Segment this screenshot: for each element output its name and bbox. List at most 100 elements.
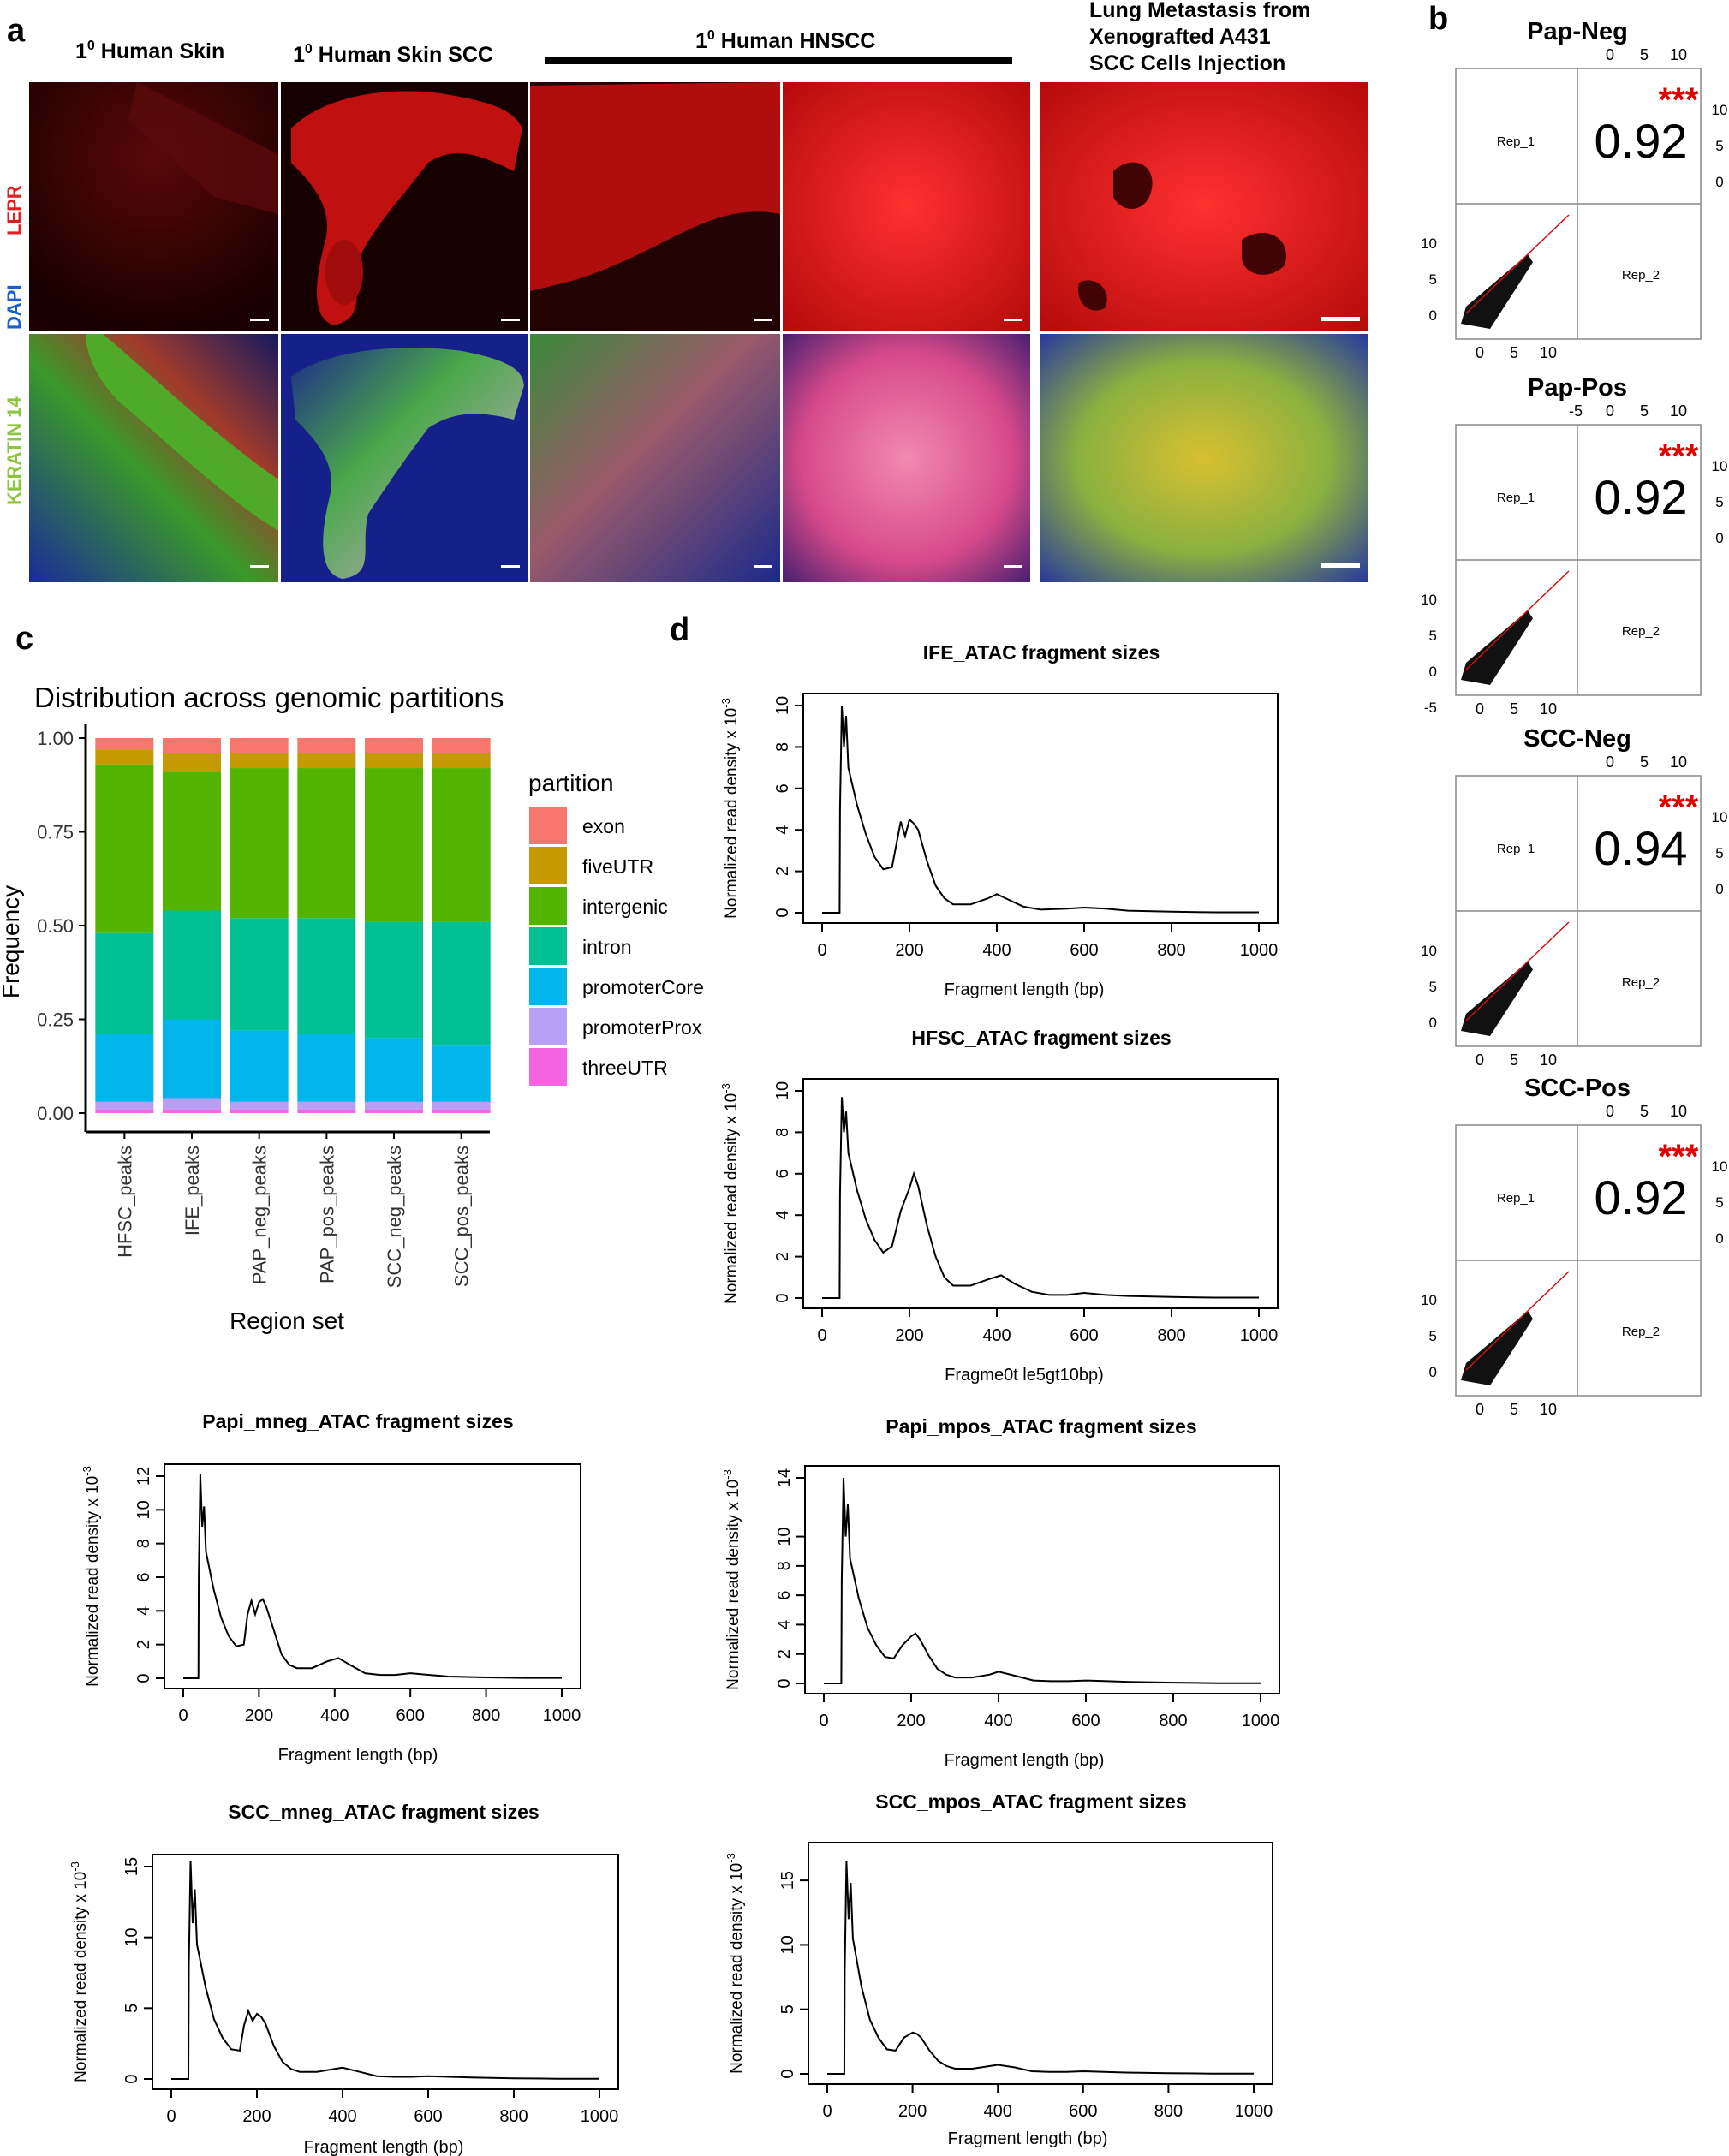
- y-tick-label: 5: [122, 2004, 141, 2013]
- scale-bar: [501, 319, 520, 321]
- y-axis-label: Normalized read density x 10-3: [69, 1861, 90, 2082]
- y-tick-label: 10: [775, 1527, 794, 1546]
- rep1-label: Rep_1: [1497, 842, 1535, 856]
- x-tick-label: 600: [1070, 941, 1098, 960]
- x-tick-label: 0: [817, 941, 826, 960]
- scatter-title: Pap-Neg: [1527, 18, 1628, 45]
- y-tick-label: 10: [778, 1935, 797, 1954]
- density-line: [822, 1097, 1259, 1299]
- y-tick-label: 0: [773, 908, 792, 917]
- y-tick-label: 6: [134, 1572, 153, 1581]
- x-tick-label: 200: [245, 1706, 273, 1725]
- bar-segment-promoterProx: [297, 1101, 356, 1110]
- legend-swatch-threeUTR: [529, 1048, 567, 1086]
- legend-swatch-intergenic: [529, 887, 567, 925]
- bar-segment-threeUTR: [95, 1109, 154, 1113]
- scale-bar: [250, 565, 269, 568]
- top-tick-label: 0: [1606, 402, 1614, 420]
- bar-segment-intergenic: [297, 768, 356, 919]
- y-tick-label: 2: [134, 1640, 153, 1649]
- y-tick-label: 4: [773, 825, 792, 835]
- bar-segment-threeUTR: [297, 1109, 356, 1113]
- x-tick-label: 200: [897, 1712, 925, 1730]
- top-tick-label: 0: [1606, 46, 1614, 63]
- regression-line: [1465, 214, 1570, 314]
- legend-label-intron: intron: [582, 936, 632, 958]
- x-tick-label: 800: [472, 1706, 500, 1725]
- row-label-lepr: LEPR: [3, 185, 25, 235]
- correlation-value: 0.92: [1595, 470, 1688, 524]
- panel-b-label: b: [1428, 1, 1448, 37]
- legend-swatch-fiveUTR: [529, 847, 567, 884]
- scatter-matrix-pappos: Pap-Pos Rep_1 Rep_2 0.92*** -5 0 5 10 10 5 0 10 5 0 -5…: [1421, 374, 1727, 718]
- bottom-tick-label: 5: [1510, 1401, 1518, 1418]
- scatter-matrix-sccpos: SCC-Pos Rep_1 Rep_2 0.92*** 0 5 10 10 5 0 10 5 0 0 5 10: [1421, 1075, 1727, 1418]
- bar-segment-intron: [95, 932, 154, 1035]
- plot-frame: [164, 1463, 581, 1689]
- x-tick-label: 600: [1069, 2102, 1097, 2121]
- bar-segment-threeUTR: [230, 1109, 289, 1113]
- panel-d-label: d: [670, 612, 689, 648]
- y-tick-label: 8: [773, 742, 792, 752]
- micrograph-lung-merge: [1040, 334, 1368, 582]
- x-tick-label: 400: [320, 1706, 349, 1725]
- left-tick-label: 0: [1429, 307, 1437, 324]
- bar-segment-intron: [163, 910, 221, 1020]
- legend-title: partition: [528, 770, 614, 796]
- rep1-label: Rep_1: [1497, 491, 1535, 505]
- rep1-label: Rep_1: [1497, 1191, 1535, 1206]
- top-tick-label: 5: [1640, 753, 1649, 771]
- bar-segment-promoterCore: [163, 1019, 221, 1099]
- x-axis-label: Fragment length (bp): [945, 1751, 1105, 1770]
- x-tick-label: 1000: [1235, 2102, 1273, 2121]
- micrograph-row-lepr: [29, 82, 1368, 331]
- bar-segment-fiveUTR: [297, 753, 356, 769]
- bar-segment-promoterCore: [95, 1034, 154, 1102]
- density-line: [822, 705, 1259, 914]
- bar-segment-intergenic: [365, 768, 423, 922]
- panel-c-label: c: [15, 621, 33, 657]
- scatter-matrix-papneg: Pap-Neg Rep_1 Rep_2 0.92*** 0 5 10 10 5 0 10 5 0 0 5 10: [1421, 18, 1727, 361]
- top-tick-label: 10: [1670, 1103, 1687, 1120]
- bar-segment-exon: [95, 738, 154, 750]
- bar-segment-fiveUTR: [365, 753, 423, 769]
- y-tick-label: 8: [775, 1561, 794, 1570]
- y-tick-label: 0.00: [37, 1103, 74, 1124]
- bar-segment-promoterCore: [297, 1034, 356, 1102]
- top-tick-label: 10: [1670, 46, 1687, 63]
- right-tick-label: 0: [1715, 174, 1723, 190]
- bar-segment-intron: [365, 921, 423, 1039]
- legend-label-fiveUTR: fiveUTR: [582, 855, 653, 878]
- plot-frame: [802, 1078, 1279, 1309]
- panel-a-row-labels: LEPR DAPI KERATIN 14: [3, 185, 25, 505]
- micrograph-hnscc1-merge: [530, 334, 780, 582]
- col-title-lung-line3: SCC Cells Injection: [1089, 51, 1285, 75]
- density-line: [183, 1474, 562, 1679]
- y-axis-label: Normalized read density x 10-3: [80, 1466, 102, 1687]
- bar-segment-promoterProx: [230, 1101, 289, 1110]
- y-tick-label: 15: [778, 1871, 797, 1890]
- col-title-lung-line2: Xenografted A431: [1089, 25, 1271, 49]
- x-axis-label: Fragment length (bp): [278, 1746, 438, 1765]
- rep1-label: Rep_1: [1497, 134, 1535, 149]
- bar-segment-intergenic: [95, 764, 154, 933]
- left-tick-label: 10: [1421, 235, 1437, 252]
- plot-frame: [152, 1854, 619, 2090]
- y-tick-label: 0: [775, 1678, 794, 1688]
- bar-segment-fiveUTR: [163, 753, 221, 772]
- correlation-value: 0.92: [1595, 114, 1688, 168]
- micrograph-skin-scc-merge-tumor: [291, 348, 524, 579]
- y-tick-label: 0: [778, 2069, 797, 2078]
- plot-title: HFSC_ATAC fragment sizes: [911, 1027, 1171, 1049]
- top-tick-label: 5: [1640, 46, 1649, 63]
- y-axis-label: Normalized read density x 10-3: [724, 1853, 746, 2074]
- top-tick-label: 10: [1670, 753, 1687, 771]
- scale-bar: [754, 565, 772, 568]
- density-line: [827, 1861, 1254, 2075]
- x-tick-label: SCC_pos_peaks: [451, 1146, 473, 1287]
- bar-segment-exon: [365, 738, 423, 753]
- x-tick-label: 400: [982, 1326, 1011, 1345]
- left-tick-label: 0: [1429, 1364, 1437, 1380]
- x-tick-label: SCC_neg_peaks: [384, 1146, 405, 1288]
